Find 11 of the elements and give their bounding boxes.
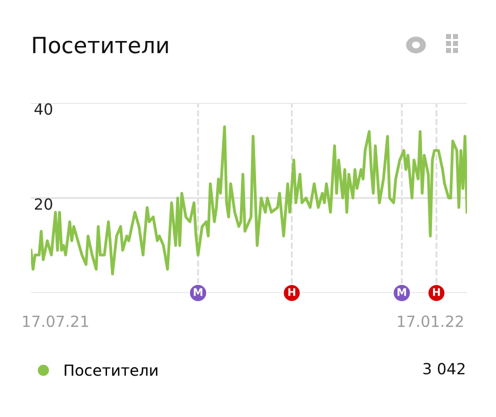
ref-line-label: М [398,288,406,296]
ref-line-label: Н [433,288,440,296]
x-tick-label: 17.07.21 [23,315,88,328]
y-tick-label: 40 [34,103,52,115]
ref-line-label: М [194,288,202,296]
ref-line-label: Н [288,288,296,296]
legend-label: Посетители [64,364,158,376]
x-tick-label: 17.01.22 [398,315,463,328]
chart-title: Посетители [33,36,168,54]
text: 3 042 [423,362,464,374]
y-tick-label: 20 [34,198,52,210]
